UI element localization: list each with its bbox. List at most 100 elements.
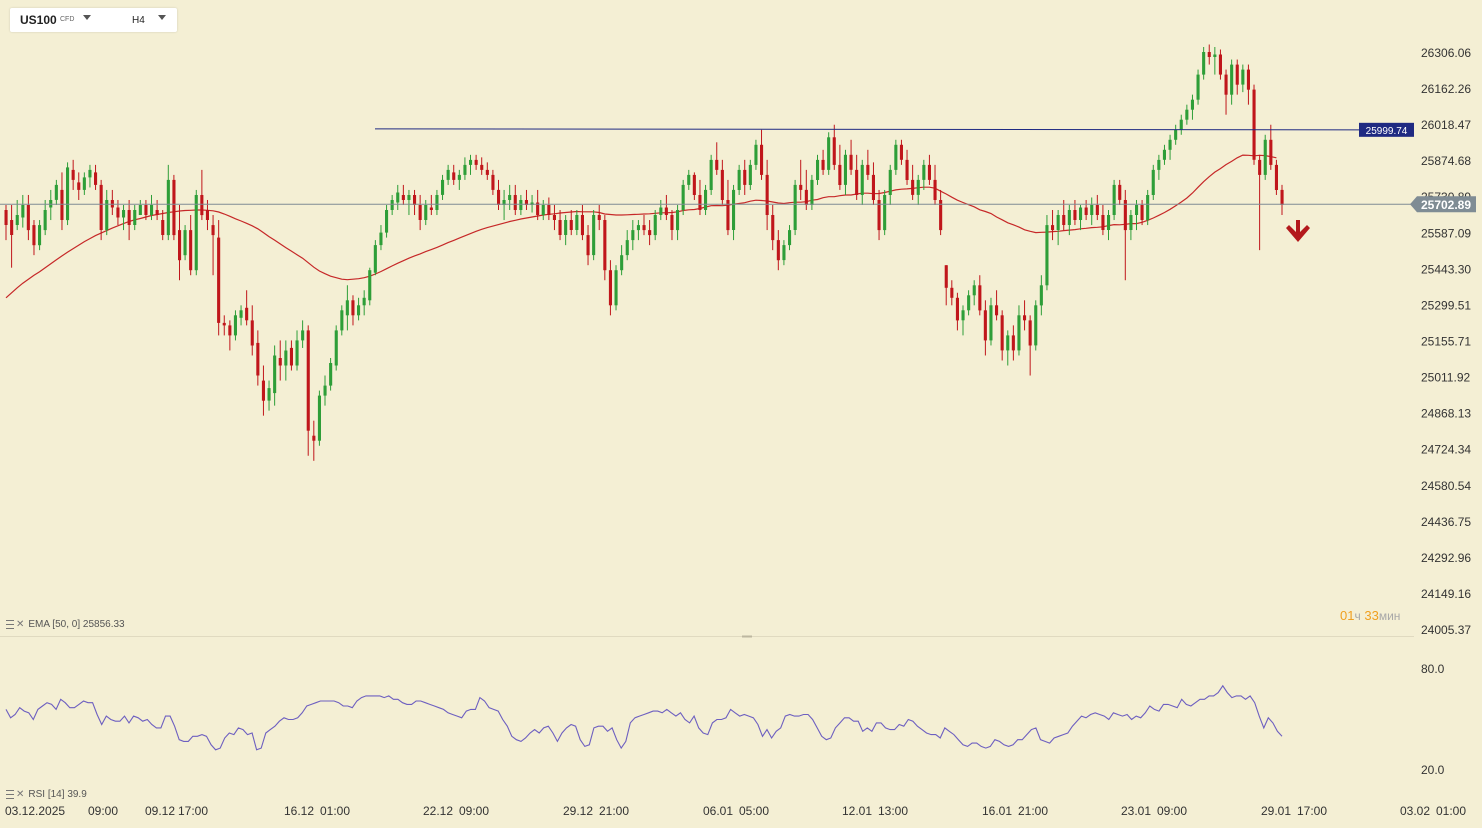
candle-body xyxy=(250,320,254,346)
candle-body xyxy=(681,184,685,210)
candle xyxy=(760,129,764,180)
candle xyxy=(1017,305,1021,356)
candle-body xyxy=(457,174,461,180)
candle xyxy=(1235,59,1239,95)
candle xyxy=(217,220,221,336)
symbol-selector[interactable]: US100 CFD H4 xyxy=(10,8,177,32)
symbol-dropdown-caret-icon[interactable] xyxy=(83,15,91,20)
candle-body xyxy=(1207,52,1211,57)
candle-body xyxy=(524,200,528,205)
candle xyxy=(592,210,596,261)
candle-body xyxy=(54,184,58,200)
time-axis-label: 29.01 xyxy=(1261,804,1291,818)
candle-body xyxy=(161,220,165,235)
rsi-line xyxy=(5,684,1283,751)
candle-body xyxy=(446,169,450,180)
candle-body xyxy=(648,230,652,236)
candle-body xyxy=(676,210,680,231)
candle-body xyxy=(720,169,724,200)
candle xyxy=(172,174,176,241)
time-axis-label: 23.01 xyxy=(1121,804,1151,818)
indicator-settings-icon[interactable] xyxy=(6,789,14,799)
time-axis-label: 12.01 xyxy=(842,804,872,818)
candle xyxy=(38,220,42,251)
candle-body xyxy=(715,159,719,170)
rsi-indicator-label: ✕ RSI [14] 39.9 xyxy=(6,789,87,800)
candle-body xyxy=(1051,225,1055,231)
candle xyxy=(1246,64,1250,105)
candle xyxy=(1090,197,1094,226)
candle xyxy=(446,164,450,185)
candle xyxy=(620,245,624,276)
candle-body xyxy=(855,169,859,195)
candle-body xyxy=(1146,195,1150,221)
candle-body xyxy=(390,200,394,210)
candle-body xyxy=(614,270,618,306)
candle-body xyxy=(821,159,825,170)
time-axis-label: 01:00 xyxy=(320,804,350,818)
candle xyxy=(648,220,652,246)
candle xyxy=(407,189,411,216)
candle xyxy=(424,199,428,226)
candle xyxy=(32,220,36,256)
candle-body xyxy=(183,230,187,256)
candle xyxy=(625,230,629,261)
candle xyxy=(228,320,232,351)
ema-indicator-label: ✕ EMA [50, 0] 25856.33 xyxy=(6,619,125,630)
candle-body xyxy=(849,154,853,170)
candle xyxy=(1258,154,1262,251)
candle-body xyxy=(497,189,501,205)
candle xyxy=(933,164,937,205)
timeframe-selector[interactable]: H4 xyxy=(132,15,145,26)
resistance-price-badge: 25999.74 xyxy=(1359,122,1414,137)
timeframe-dropdown-caret-icon[interactable] xyxy=(158,15,166,20)
candle xyxy=(569,210,573,236)
candle-body xyxy=(256,342,260,376)
indicator-settings-icon[interactable] xyxy=(6,619,14,629)
candle-body xyxy=(983,310,987,341)
candle xyxy=(480,157,484,175)
candle xyxy=(116,199,120,226)
candle-body xyxy=(894,144,898,170)
candle-body xyxy=(843,154,847,185)
candle-body xyxy=(1224,74,1228,95)
candle-body xyxy=(1101,215,1105,230)
candle xyxy=(390,194,394,216)
candle xyxy=(816,154,820,185)
candle-body xyxy=(396,192,400,203)
candle-body xyxy=(122,210,126,218)
ema-name: EMA xyxy=(28,619,50,630)
candle-body xyxy=(508,195,512,200)
candle xyxy=(1123,189,1127,281)
candle-body xyxy=(995,305,999,316)
candle-body xyxy=(659,207,663,215)
time-axis-label: 09:00 xyxy=(459,804,489,818)
current-price-badge-bg xyxy=(1410,196,1476,213)
candle-body xyxy=(1023,315,1027,321)
candle-body xyxy=(905,159,909,180)
candle xyxy=(379,225,383,251)
candle-body xyxy=(888,169,892,195)
candle xyxy=(855,154,859,200)
candle-body xyxy=(603,220,607,271)
resistance-line xyxy=(374,128,1361,131)
candle xyxy=(1023,300,1027,331)
candle xyxy=(843,149,847,195)
candle xyxy=(676,204,680,241)
candle xyxy=(1107,210,1111,241)
candle xyxy=(1062,199,1066,231)
price-tick-label: 26306.06 xyxy=(1421,46,1471,60)
indicator-close-icon[interactable]: ✕ xyxy=(16,619,25,630)
candle xyxy=(804,169,808,211)
candle xyxy=(54,179,58,205)
candle-body xyxy=(726,200,730,231)
candle xyxy=(278,340,282,381)
indicator-close-icon[interactable]: ✕ xyxy=(16,789,25,800)
candle-body xyxy=(345,300,349,316)
candle xyxy=(636,220,640,241)
candle xyxy=(435,189,439,216)
candle xyxy=(88,164,92,188)
candle xyxy=(1168,134,1172,160)
timer-hours-unit: ч xyxy=(1354,609,1361,623)
